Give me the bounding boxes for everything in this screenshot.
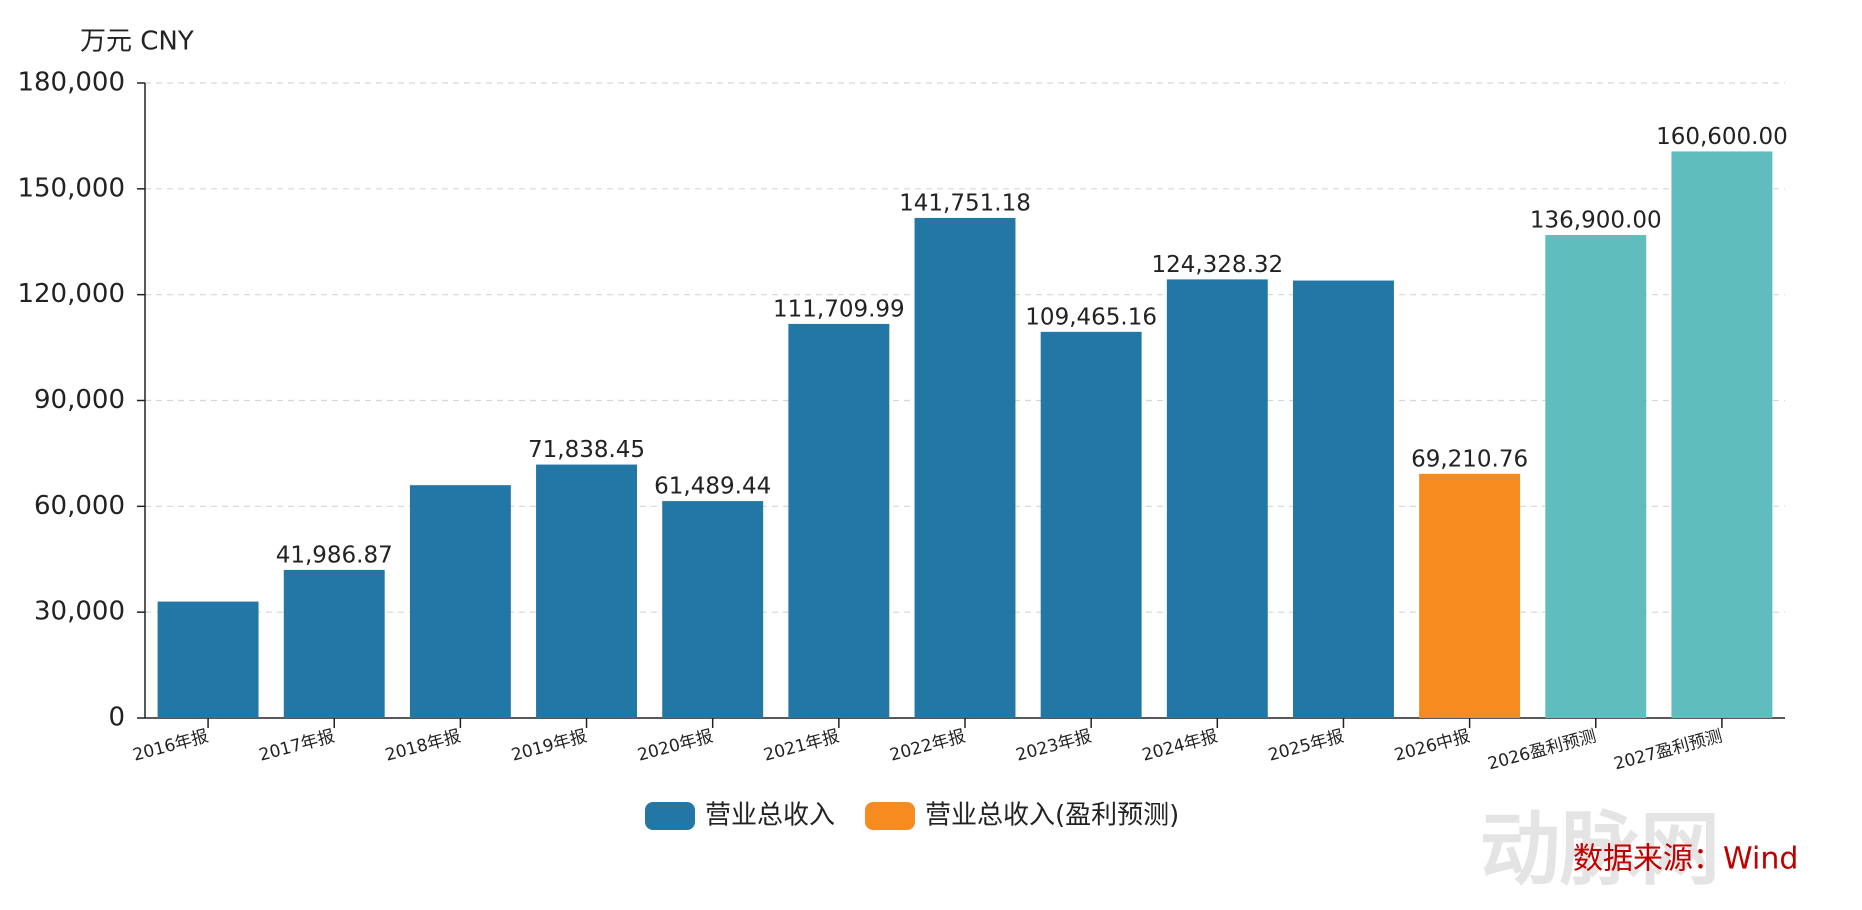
x-tick-label: 2019年报 <box>509 726 589 765</box>
bar <box>1040 331 1142 718</box>
x-tick-label: 2026中报 <box>1392 726 1472 765</box>
y-tick-label: 30,000 <box>34 597 125 627</box>
bar <box>914 217 1016 718</box>
x-tick-label: 2020年报 <box>635 726 715 765</box>
bar <box>1419 473 1521 718</box>
bar <box>1545 235 1647 718</box>
value-label: 124,328.32 <box>1151 252 1283 278</box>
x-tick-label: 2017年报 <box>257 726 337 765</box>
legend-swatch <box>645 802 695 830</box>
x-tick-label: 2027盈利预测 <box>1612 726 1725 774</box>
x-tick-label: 2016年报 <box>131 726 211 765</box>
value-label: 160,600.00 <box>1656 124 1788 150</box>
value-label: 61,489.44 <box>654 474 771 500</box>
y-tick-label: 150,000 <box>17 173 125 203</box>
x-tick-label: 2025年报 <box>1266 726 1346 765</box>
value-label: 71,838.45 <box>528 437 645 463</box>
bar <box>1293 280 1394 718</box>
bar <box>1166 279 1268 718</box>
value-label: 69,210.76 <box>1411 446 1528 472</box>
value-label: 41,986.87 <box>276 542 393 568</box>
unit-label: 万元 CNY <box>80 27 194 57</box>
legend-label: 营业总收入(盈利预测) <box>925 801 1179 831</box>
bar <box>157 601 259 718</box>
watermark: 动脉网 <box>1480 803 1720 896</box>
x-tick-label: 2024年报 <box>1140 726 1220 765</box>
y-tick-label: 60,000 <box>34 491 125 521</box>
source: 数据来源：Wind <box>1573 842 1798 877</box>
x-tick-label: 2022年报 <box>888 726 968 765</box>
bar <box>283 569 385 718</box>
bar <box>662 501 764 718</box>
value-label: 109,465.16 <box>1025 304 1157 330</box>
value-label: 136,900.00 <box>1530 208 1662 234</box>
y-tick-label: 90,000 <box>34 385 125 415</box>
bar <box>1671 151 1773 718</box>
value-label: 141,751.18 <box>899 190 1031 216</box>
x-tick-label: 2021年报 <box>762 726 842 765</box>
x-tick-label: 2018年报 <box>383 726 463 765</box>
x-tick-label: 2026盈利预测 <box>1486 726 1599 774</box>
y-tick-label: 120,000 <box>17 279 125 309</box>
bar <box>536 464 637 718</box>
legend-swatch <box>865 802 916 830</box>
value-label: 111,709.99 <box>773 296 905 322</box>
bar <box>409 485 511 718</box>
legend-label: 营业总收入 <box>705 801 835 831</box>
y-tick-label: 0 <box>108 703 125 733</box>
bar <box>788 323 890 718</box>
x-tick-label: 2023年报 <box>1014 726 1094 765</box>
y-tick-label: 180,000 <box>17 68 125 98</box>
